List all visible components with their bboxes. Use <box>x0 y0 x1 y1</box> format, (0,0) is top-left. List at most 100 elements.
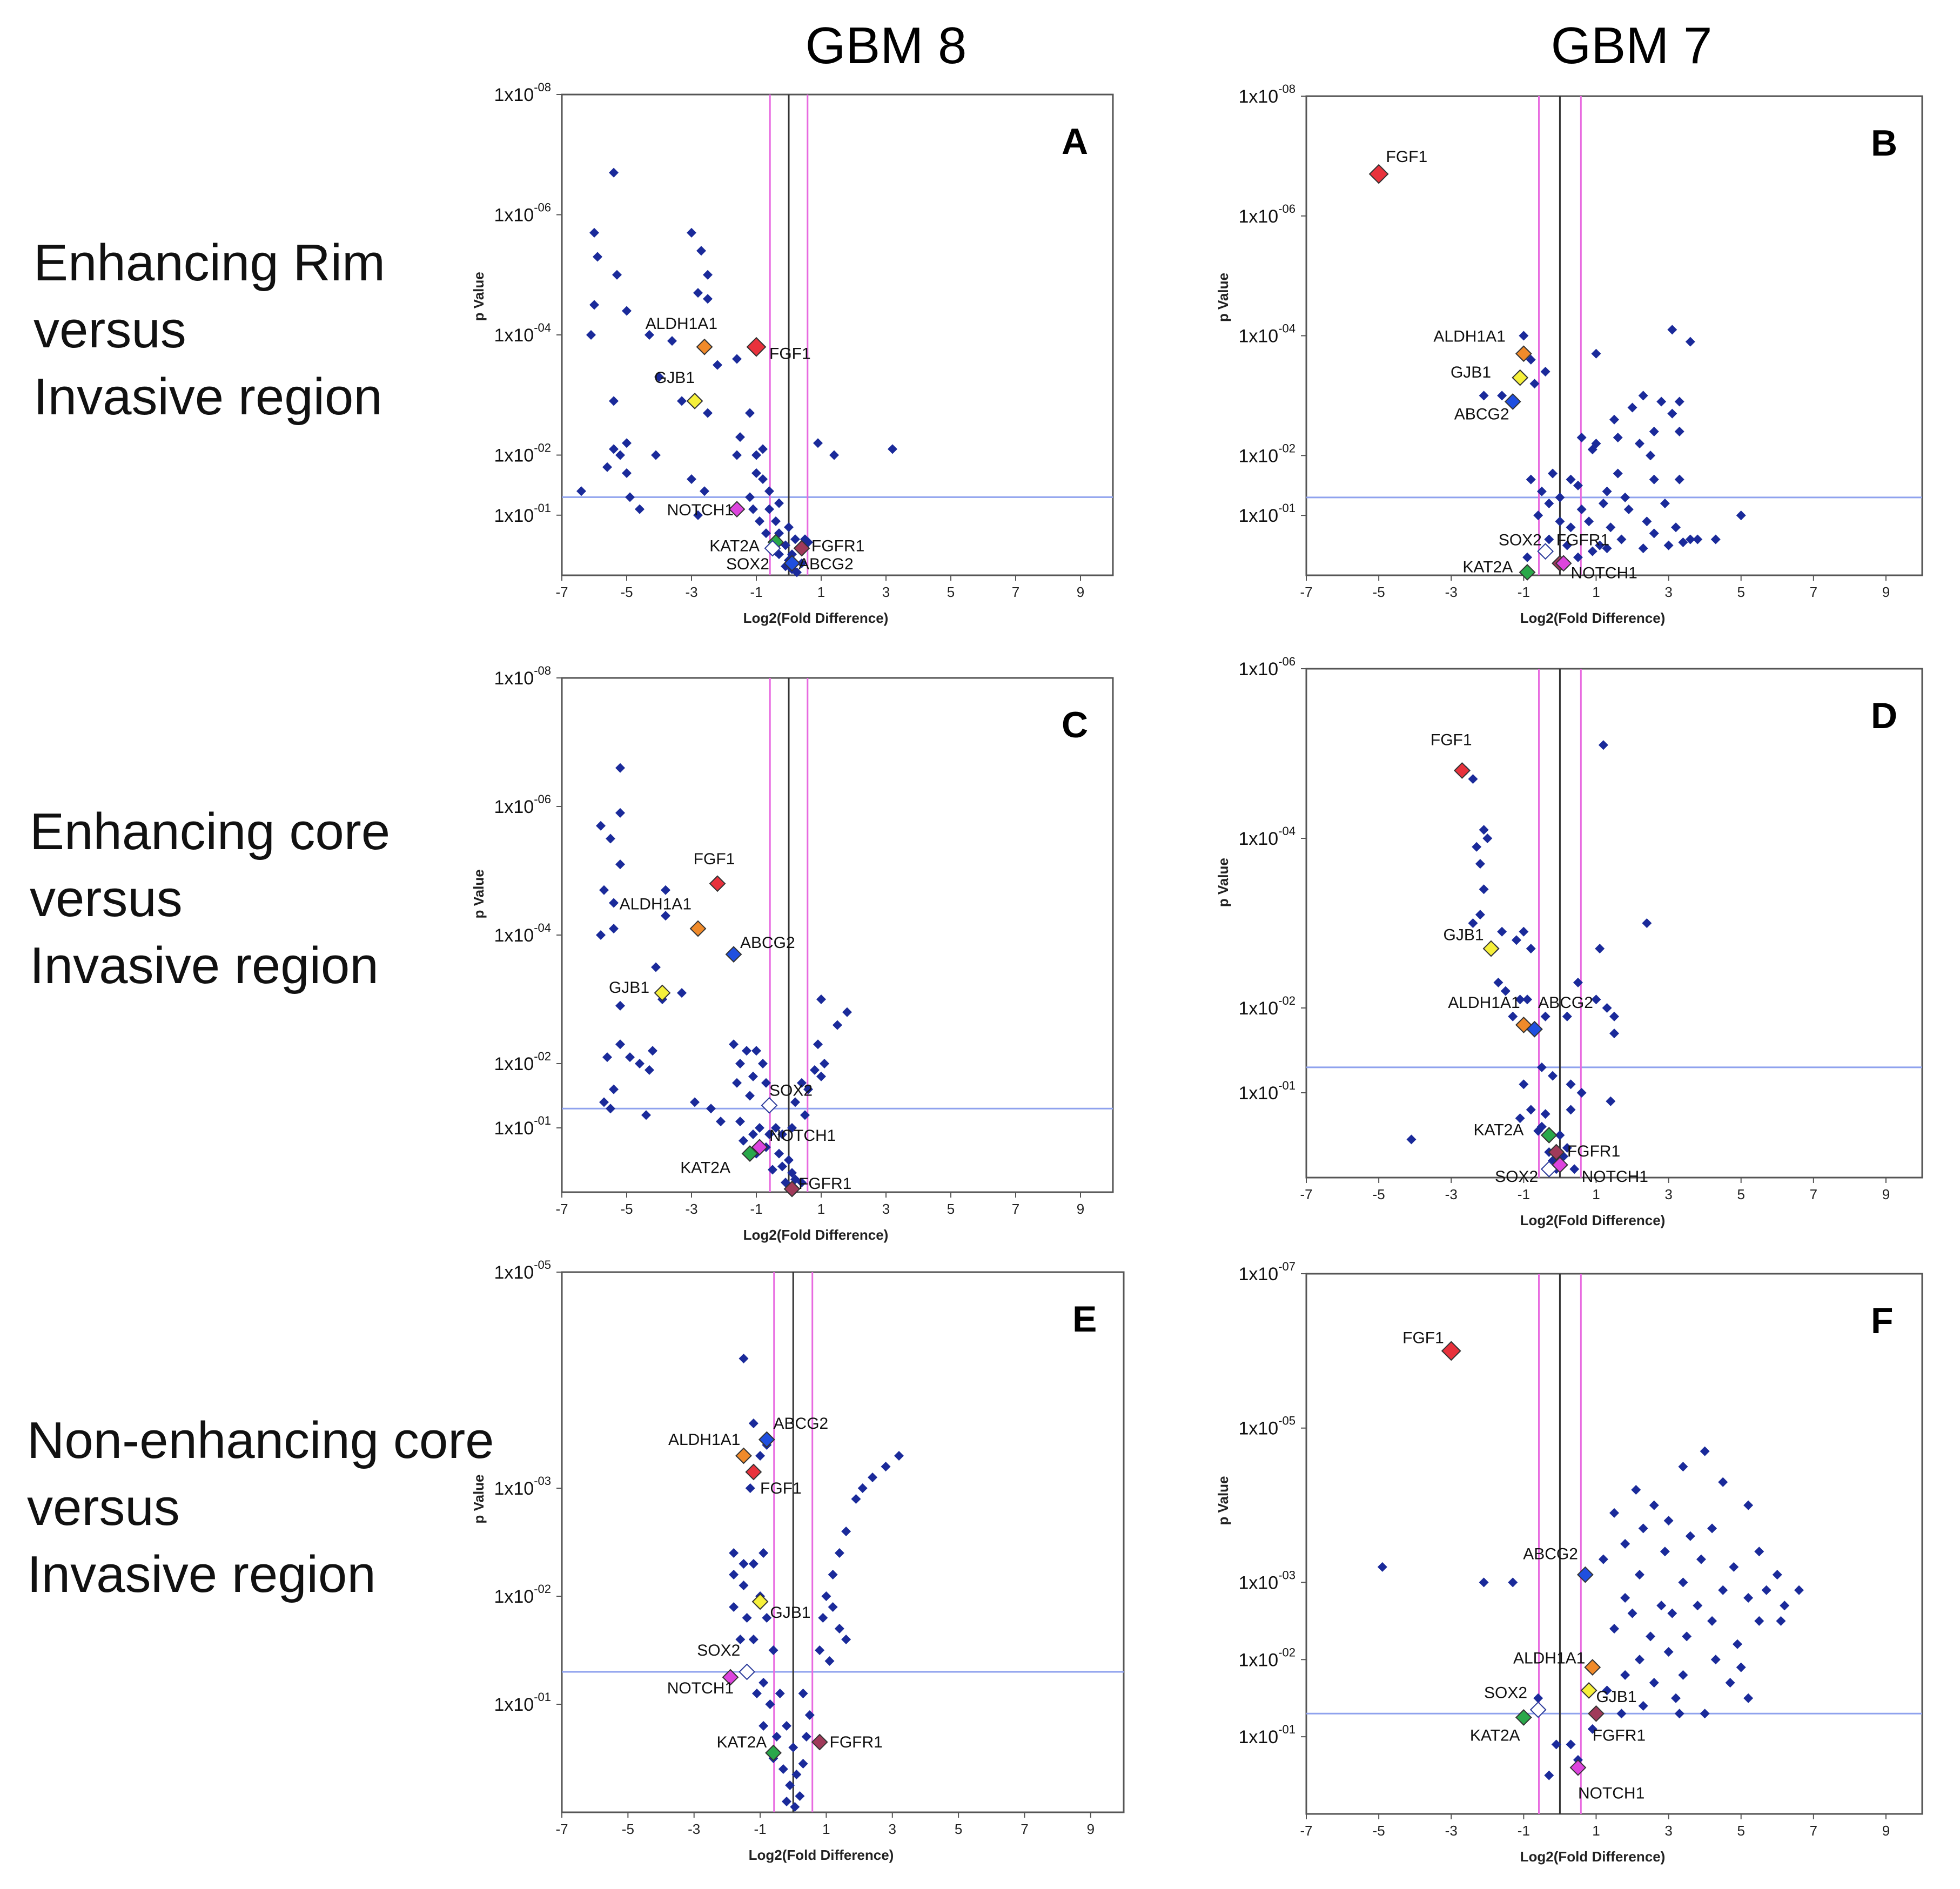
y-tick-exponent: -03 <box>534 1474 551 1488</box>
data-point <box>1566 474 1576 485</box>
data-point <box>1573 480 1583 490</box>
data-point <box>1663 1647 1674 1657</box>
data-point <box>677 988 687 998</box>
data-point <box>791 1770 802 1779</box>
gene-label-abcg2: ABCG2 <box>1538 994 1593 1012</box>
data-point <box>761 1078 771 1088</box>
row-title-1-line2: versus <box>33 301 186 359</box>
gene-label-aldh1a1: ALDH1A1 <box>620 895 692 913</box>
panel-letter-d: D <box>1871 695 1897 736</box>
data-point <box>1468 774 1478 784</box>
data-point <box>755 516 764 526</box>
y-tick-exponent: -01 <box>534 1114 551 1127</box>
volcano-plot-f: -7 -5 -3 -1 1 3 5 7 91x10-071x10-051x10-031x10-0… <box>1215 1260 1923 1865</box>
row-title-1-line1: Enhancing Rim <box>33 234 385 292</box>
gene-label-sox2: SOX2 <box>1484 1684 1527 1702</box>
data-point <box>599 1097 609 1107</box>
y-tick-base: 1x10 <box>1238 659 1278 680</box>
data-point <box>648 1046 657 1056</box>
x-tick-label: 1 <box>1592 584 1600 600</box>
row-title-2-line2: versus <box>30 870 183 927</box>
data-point <box>1649 1678 1659 1688</box>
data-point <box>774 498 784 508</box>
gene-label-fgf1: FGF1 <box>694 850 735 868</box>
data-point <box>1667 325 1677 335</box>
data-point <box>1548 1071 1558 1081</box>
data-point <box>1627 1608 1637 1618</box>
gene-label-fgf1: FGF1 <box>1431 731 1472 749</box>
data-point <box>1522 552 1533 562</box>
data-point <box>1555 492 1565 502</box>
x-tick-label: -7 <box>555 1821 568 1837</box>
x-tick-label: -7 <box>555 1201 568 1217</box>
data-point <box>768 1165 777 1175</box>
gene-marker-fgfr1 <box>793 540 810 557</box>
data-point <box>641 1110 651 1120</box>
gene-label-sox2: SOX2 <box>1499 532 1542 549</box>
x-tick-label: -7 <box>1300 1823 1312 1839</box>
y-tick-exponent: -04 <box>534 321 551 334</box>
data-point <box>1562 1011 1572 1021</box>
gene-marker-gjb1 <box>751 1593 769 1610</box>
data-point <box>1609 414 1619 425</box>
data-point <box>1638 1701 1648 1711</box>
data-point <box>1606 1096 1616 1106</box>
gene-marker-fgf1 <box>1441 1341 1461 1361</box>
data-point <box>732 450 742 460</box>
data-point <box>1613 432 1623 442</box>
y-tick-label: 1x10-02 <box>494 441 551 466</box>
row-title-2: Enhancing core versus Invasive region <box>30 798 390 999</box>
y-tick-label: 1x10-04 <box>1238 322 1296 347</box>
data-point <box>1587 546 1597 556</box>
data-point <box>755 1451 766 1461</box>
data-point <box>1540 367 1550 377</box>
data-point <box>1678 1577 1688 1588</box>
y-tick-label: 1x10-06 <box>1238 202 1296 227</box>
data-point <box>1595 944 1605 954</box>
gene-marker-sox2 <box>761 1097 778 1114</box>
gene-marker-gjb1 <box>686 392 703 409</box>
y-tick-label: 1x10-02 <box>494 1050 551 1074</box>
y-tick-label: 1x10-04 <box>494 921 551 946</box>
y-tick-label: 1x10-01 <box>1238 1079 1296 1104</box>
gene-marker-notch1 <box>1551 1157 1568 1173</box>
x-tick-label: -5 <box>1373 584 1385 600</box>
y-tick-exponent: -08 <box>534 80 551 94</box>
gene-label-sox2: SOX2 <box>1495 1168 1538 1186</box>
gene-marker-abcg2 <box>1576 1566 1594 1583</box>
data-point <box>1623 505 1634 515</box>
plot-frame-f <box>1305 1273 1923 1815</box>
y-tick-label: 1x10-03 <box>494 1474 551 1499</box>
panel-letter-c: C <box>1062 704 1088 745</box>
data-point <box>687 227 696 238</box>
data-point <box>797 1078 807 1088</box>
row-title-3-line2: versus <box>27 1478 180 1536</box>
gene-label-notch1: NOTCH1 <box>667 501 734 519</box>
volcano-plot-a: -7 -5 -3 -1 1 3 5 7 91x10-081x10-061x10-041x10-0… <box>471 80 1114 626</box>
gene-label-gjb1: GJB1 <box>654 369 695 387</box>
gene-marker-gjb1 <box>1580 1682 1597 1699</box>
data-point <box>1544 498 1554 508</box>
gene-marker-kat2a <box>1540 1127 1558 1144</box>
gene-label-kat2a: KAT2A <box>1462 558 1513 576</box>
data-point <box>1515 994 1525 1005</box>
panel-letter-e: E <box>1072 1299 1097 1340</box>
data-point <box>1544 1770 1554 1780</box>
data-point <box>761 528 771 539</box>
data-point <box>1587 1724 1597 1734</box>
data-point <box>1500 986 1511 996</box>
y-tick-exponent: -07 <box>1278 1260 1296 1273</box>
data-point <box>1718 1477 1728 1487</box>
y-axis-label: p Value <box>1215 273 1231 322</box>
row-title-3: Non-enhancing core versus Invasive regio… <box>27 1407 494 1608</box>
data-point <box>813 438 823 448</box>
y-tick-label: 1x10-05 <box>1238 1414 1296 1439</box>
data-point <box>1475 859 1485 869</box>
data-point <box>813 1039 823 1050</box>
data-point <box>1529 379 1540 389</box>
data-point <box>1536 1062 1547 1072</box>
y-tick-exponent: -05 <box>1278 1414 1296 1428</box>
data-point <box>775 1689 785 1698</box>
data-point <box>751 468 761 478</box>
